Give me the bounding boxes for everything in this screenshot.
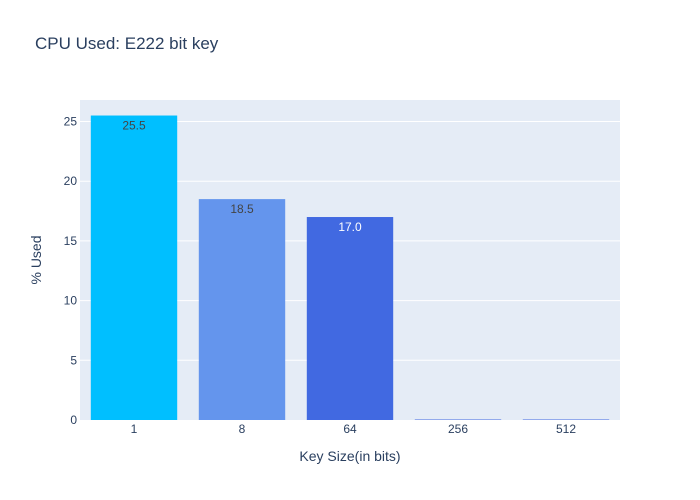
bar-1 [90,115,178,420]
x-axis-title: Key Size(in bits) [299,448,400,464]
chart-title: CPU Used: E222 bit key [35,34,219,53]
y-tick-label: 5 [70,353,77,367]
y-tick-label: 10 [64,294,78,308]
bar-data-label: 25.5 [122,119,146,133]
x-tick-label: 8 [239,422,246,436]
x-tick-label: 512 [556,422,576,436]
x-tick-label: 256 [448,422,468,436]
y-tick-label: 0 [70,413,77,427]
x-tick-label: 1 [131,422,138,436]
bar-256 [414,419,502,420]
bar-data-label: 18.5 [230,202,254,216]
x-axis-ticks: 1 8 64 256 512 [131,422,577,436]
y-axis-ticks: 0 5 10 15 20 25 [64,114,78,427]
y-tick-label: 25 [64,114,78,128]
bars [90,115,610,420]
x-tick-label: 64 [343,422,357,436]
y-tick-label: 15 [64,234,78,248]
y-axis-title: % Used [28,235,44,284]
bar-512 [522,419,610,420]
bar-labels: 25.5 18.5 17.0 [122,119,362,234]
bar-64 [306,217,394,420]
y-tick-label: 20 [64,174,78,188]
bar-8 [198,199,286,420]
bar-data-label: 17.0 [338,220,362,234]
